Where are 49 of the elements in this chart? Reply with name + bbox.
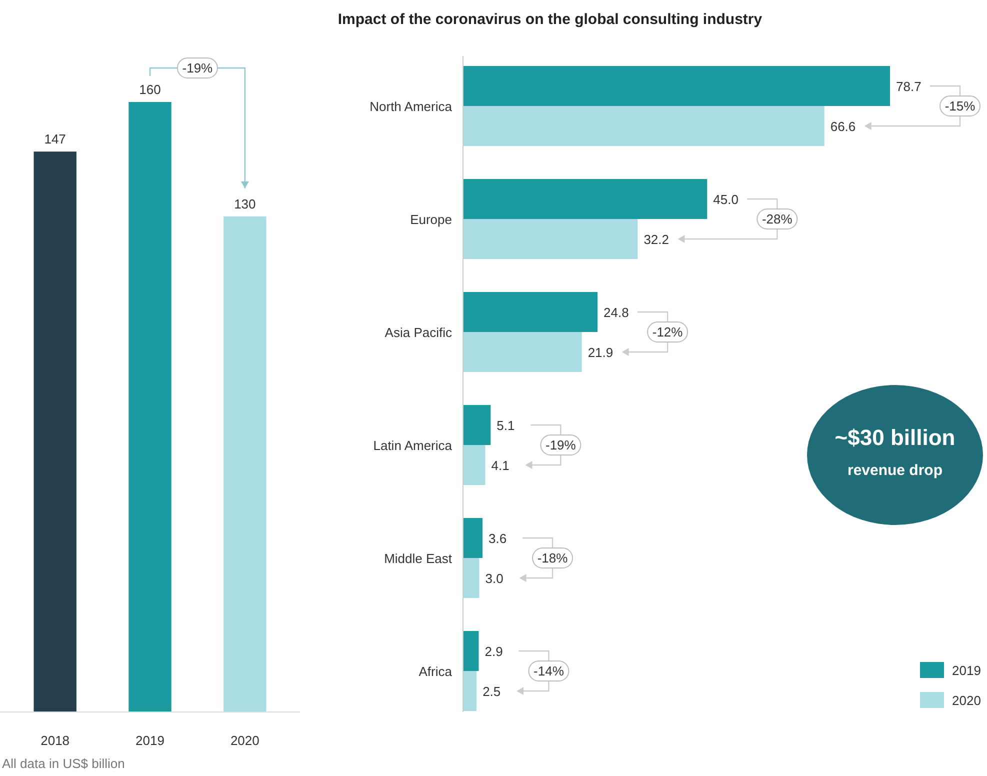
legend-label: 2020: [952, 693, 981, 708]
x-tick-label: 2018: [40, 733, 70, 748]
bar: [463, 631, 479, 671]
bar: [463, 558, 480, 598]
bar: [463, 219, 638, 259]
bar: [463, 179, 708, 219]
data-label: 21.9: [588, 345, 614, 360]
text: -19%: [182, 60, 214, 76]
y-tick-label: Africa: [418, 664, 453, 679]
bar: [463, 292, 598, 332]
annotation: -18%: [537, 550, 568, 566]
data-label: 5.1: [496, 418, 515, 433]
data-label: 4.1: [491, 458, 510, 473]
bar: [463, 332, 582, 372]
bar: [463, 106, 824, 146]
data-label: 3.0: [485, 571, 504, 586]
data-label: 24.8: [604, 305, 629, 320]
bar: [463, 445, 486, 485]
annotation: ~$30 billion: [834, 425, 956, 450]
data-label: 45.0: [713, 192, 738, 207]
y-tick-label: Latin America: [373, 438, 453, 453]
bar: [463, 518, 483, 558]
bar: [463, 671, 477, 711]
bar: [463, 405, 491, 445]
annotation: -12%: [652, 324, 684, 340]
x-tick-label: 2020: [230, 733, 260, 748]
data-label: 147: [44, 132, 66, 147]
bar: [463, 66, 890, 106]
y-tick-label: North America: [370, 99, 453, 114]
annotation: -14%: [534, 664, 564, 678]
data-label: 66.6: [830, 119, 856, 134]
data-label: 2.9: [484, 644, 503, 659]
data-label: 130: [234, 196, 256, 212]
x-tick-label: 2019: [136, 733, 164, 748]
data-label: 32.2: [644, 232, 670, 247]
data-label: 160: [139, 82, 161, 97]
data-label: 2.5: [482, 684, 501, 699]
y-tick-label: Middle East: [384, 551, 452, 566]
legend-label: 2019: [952, 663, 981, 678]
text: All data in US$ billion: [2, 756, 125, 771]
annotation: revenue drop: [847, 462, 943, 479]
chart-title: Impact of the coronavirus on the global consulting industry: [338, 11, 763, 28]
annotation: -28%: [762, 212, 793, 226]
y-tick-label: Asia Pacific: [384, 325, 452, 340]
y-tick-label: Europe: [410, 212, 452, 227]
annotation: -19%: [545, 438, 576, 452]
data-label: 78.7: [896, 79, 922, 94]
text: -15%: [944, 98, 976, 114]
data-label: 3.6: [488, 531, 507, 546]
